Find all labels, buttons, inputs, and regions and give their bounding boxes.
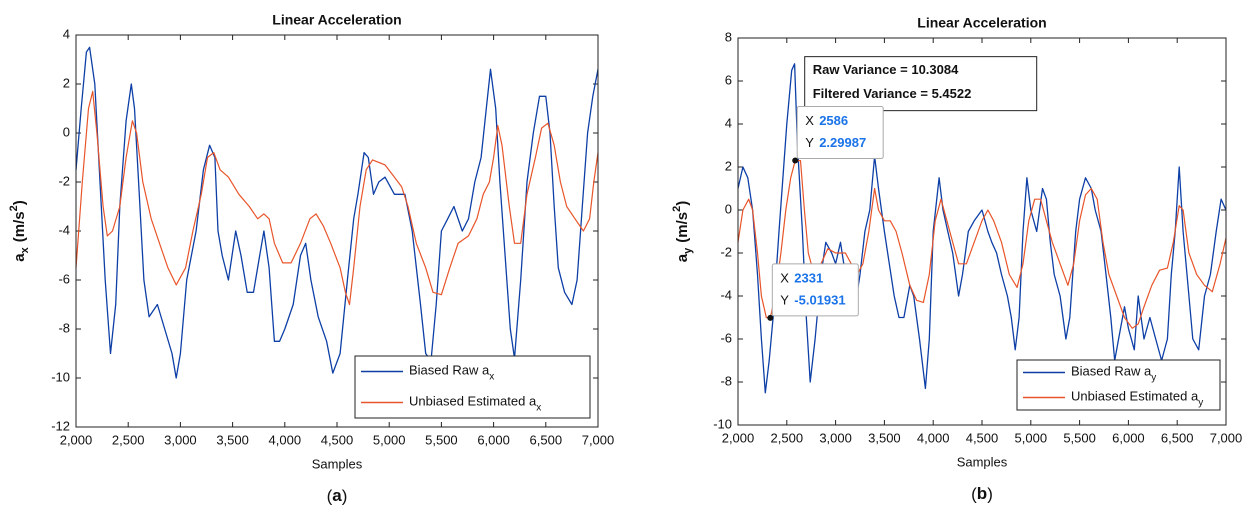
y-tick-label: 4 bbox=[725, 115, 732, 130]
x-tick-label: 3,500 bbox=[868, 430, 901, 445]
x-tick-label: 4,500 bbox=[966, 430, 999, 445]
legend-sub: y bbox=[1198, 397, 1203, 408]
x-tick-label: 2,000 bbox=[722, 430, 755, 445]
caption-letter: a bbox=[332, 486, 342, 505]
legend-label: Biased Raw ax bbox=[409, 363, 494, 382]
datatip-box bbox=[796, 106, 884, 160]
x-tick-label: 3,000 bbox=[819, 430, 852, 445]
legend-box bbox=[354, 355, 591, 419]
annotation-box bbox=[804, 56, 1038, 112]
datatip-label: X bbox=[780, 270, 789, 285]
annotation: Raw Variance = 10.3084 bbox=[813, 62, 959, 77]
x-tick-label: 5,500 bbox=[1063, 430, 1096, 445]
y-axis-label: ay (m/s2) bbox=[671, 201, 694, 262]
x-tick-label: 3,500 bbox=[216, 432, 249, 447]
y-tick-label: 0 bbox=[63, 124, 70, 139]
legend-label: Unbiased Estimated ax bbox=[409, 394, 541, 413]
x-tick-label: 5,500 bbox=[425, 432, 458, 447]
y-tick-label: 4 bbox=[63, 26, 70, 41]
y-tick-label: -6 bbox=[58, 271, 70, 286]
y-label-unit: (m/s bbox=[674, 212, 691, 243]
plot-frame bbox=[75, 34, 599, 428]
caption: (b) bbox=[971, 484, 993, 503]
x-tick-label: 3,000 bbox=[164, 432, 197, 447]
caption-letter: b bbox=[977, 484, 987, 503]
x-tick-label: 2,500 bbox=[112, 432, 145, 447]
datatip-label: X bbox=[805, 113, 814, 128]
data-line bbox=[75, 46, 599, 379]
chart-title: Linear Acceleration bbox=[917, 15, 1046, 31]
y-tick-label: 2 bbox=[63, 75, 70, 90]
y-tick-label: -8 bbox=[58, 320, 70, 335]
y-label-sub: x bbox=[19, 246, 31, 253]
legend-name: Biased Raw a bbox=[409, 363, 490, 378]
y-tick-label: -4 bbox=[58, 222, 70, 237]
legend-sub: x bbox=[536, 402, 541, 413]
datatip-label: Y bbox=[780, 292, 789, 307]
y-tick-label: 0 bbox=[725, 201, 732, 216]
y-tick-label: 8 bbox=[725, 29, 732, 44]
x-axis-label: Samples bbox=[957, 454, 1008, 469]
data-line bbox=[737, 63, 1227, 394]
legend-name: Unbiased Estimated a bbox=[1071, 389, 1199, 404]
datatip-value: 2.29987 bbox=[819, 135, 866, 150]
legend-label: Unbiased Estimated ay bbox=[1071, 389, 1203, 408]
y-tick-label: -4 bbox=[720, 287, 732, 302]
datatip-point bbox=[792, 157, 799, 164]
y-axis-label: ax (m/s2) bbox=[8, 200, 31, 261]
datatip-box bbox=[771, 263, 859, 317]
y-tick-label: -2 bbox=[58, 173, 70, 188]
datatip-label: Y bbox=[805, 135, 814, 150]
y-label-symbol: a bbox=[674, 253, 691, 262]
legend-sub: y bbox=[1151, 372, 1156, 383]
x-tick-label: 6,000 bbox=[1112, 430, 1145, 445]
x-tick-label: 4,000 bbox=[269, 432, 302, 447]
y-tick-label: 6 bbox=[725, 72, 732, 87]
datatip-value: 2586 bbox=[819, 113, 848, 128]
x-tick-label: 5,000 bbox=[373, 432, 406, 447]
x-tick-label: 4,500 bbox=[321, 432, 354, 447]
datatip-value: -5.01931 bbox=[794, 292, 845, 307]
legend-label: Biased Raw ay bbox=[1071, 364, 1156, 383]
chart-title: Linear Acceleration bbox=[272, 12, 401, 28]
y-tick-label: -10 bbox=[713, 416, 732, 431]
legend-name: Unbiased Estimated a bbox=[409, 394, 537, 409]
y-tick-label: -10 bbox=[51, 369, 70, 384]
y-label-close: ) bbox=[11, 200, 28, 205]
x-axis-label: Samples bbox=[312, 456, 363, 471]
x-tick-label: 5,000 bbox=[1015, 430, 1048, 445]
data-line bbox=[75, 90, 599, 306]
datatip-value: 2331 bbox=[794, 270, 823, 285]
plot-frame bbox=[737, 37, 1227, 426]
legend-name: Biased Raw a bbox=[1071, 364, 1152, 379]
x-tick-label: 7,000 bbox=[1210, 430, 1243, 445]
legend-sub: x bbox=[489, 371, 494, 382]
x-tick-label: 7,000 bbox=[582, 432, 615, 447]
y-label-sub: y bbox=[682, 247, 694, 254]
data-line bbox=[737, 160, 1227, 329]
y-tick-label: -2 bbox=[720, 244, 732, 259]
y-label-unit: (m/s bbox=[11, 211, 28, 242]
y-tick-label: 2 bbox=[725, 158, 732, 173]
y-tick-label: -12 bbox=[51, 418, 70, 433]
x-tick-label: 4,000 bbox=[917, 430, 950, 445]
y-label-symbol: a bbox=[11, 253, 28, 262]
y-label-sup: 2 bbox=[8, 205, 20, 211]
caption: (a) bbox=[327, 486, 348, 505]
x-tick-label: 6,000 bbox=[477, 432, 510, 447]
annotation: Filtered Variance = 5.4522 bbox=[813, 86, 972, 101]
x-tick-label: 2,000 bbox=[60, 432, 93, 447]
y-label-close: ) bbox=[674, 201, 691, 206]
datatip-point bbox=[767, 314, 774, 321]
y-tick-label: -8 bbox=[720, 373, 732, 388]
x-tick-label: 6,500 bbox=[530, 432, 563, 447]
legend-box bbox=[1016, 359, 1221, 411]
x-tick-label: 2,500 bbox=[771, 430, 804, 445]
y-tick-label: -6 bbox=[720, 330, 732, 345]
x-tick-label: 6,500 bbox=[1161, 430, 1194, 445]
y-label-sup: 2 bbox=[671, 206, 683, 212]
